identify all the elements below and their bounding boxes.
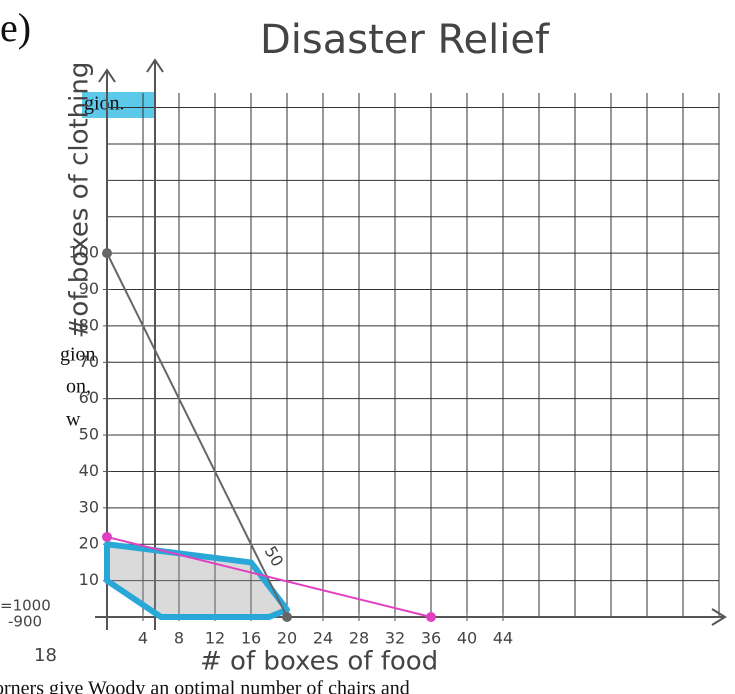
x-tick-label: 32 [385, 629, 405, 648]
y-tick-label: 30 [79, 497, 99, 516]
x-axis-label: # of boxes of food [200, 647, 438, 677]
y-tick-label: 40 [79, 461, 99, 480]
x-tick-label: 36 [421, 629, 441, 648]
intercept-point [102, 532, 112, 542]
x-tick-label: 40 [457, 629, 477, 648]
x-tick-label: 20 [277, 629, 297, 648]
y-tick-label: 20 [79, 534, 99, 553]
page: e) gion. gion on, w =1000 -900 18 orners… [0, 0, 735, 694]
x-tick-label: 28 [349, 629, 369, 648]
intercept-point [426, 612, 436, 622]
chart-title: Disaster Relief [260, 17, 550, 63]
fragment: -900 [8, 613, 42, 631]
y-tick-label: 60 [79, 388, 99, 407]
y-tick-label: 90 [79, 279, 99, 298]
x-tick-label: 12 [205, 629, 225, 648]
worksheet-grid [107, 93, 719, 617]
fragment: 18 [34, 645, 57, 666]
x-tick-label: 8 [174, 629, 184, 648]
y-tick-label: 10 [79, 570, 99, 589]
x-tick-label: 44 [493, 629, 513, 648]
x-tick-label: 24 [313, 629, 333, 648]
y-tick-label: 100 [68, 243, 99, 262]
x-tick-label: 4 [138, 629, 148, 648]
y-tick-label: 80 [79, 315, 99, 334]
fragment: orners give Woody an optimal number of c… [0, 678, 410, 694]
intercept-point [282, 612, 292, 622]
y-tick-label: 50 [79, 425, 99, 444]
annotation: 50 [261, 543, 288, 570]
x-tick-label: 16 [241, 629, 261, 648]
intercept-point [102, 248, 112, 258]
fragment: e) [0, 5, 31, 50]
feasible-region [107, 544, 287, 617]
y-tick-label: 70 [79, 352, 99, 371]
